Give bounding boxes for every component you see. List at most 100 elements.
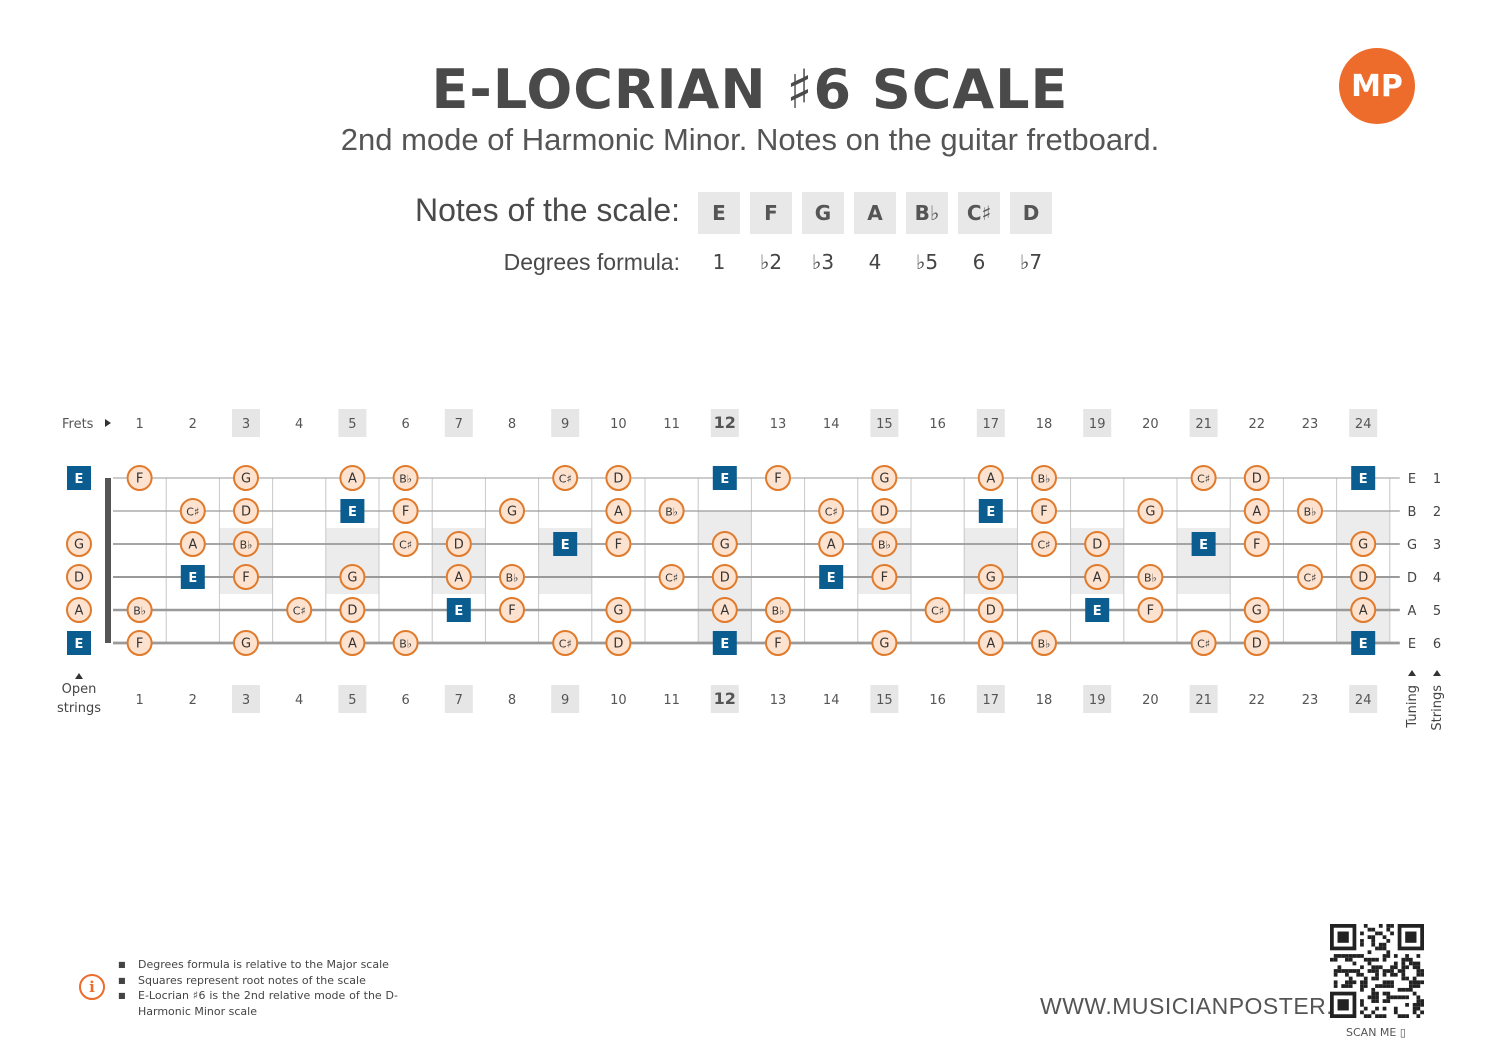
scale-note-marker bbox=[605, 630, 632, 656]
scale-note-marker bbox=[1243, 498, 1270, 524]
root-note-marker bbox=[1351, 466, 1376, 490]
qr-module bbox=[1393, 1006, 1398, 1011]
qr-module bbox=[1386, 991, 1391, 996]
qr-module bbox=[1416, 1006, 1421, 1011]
scale-note-label: D bbox=[74, 571, 84, 586]
qr-module bbox=[1378, 1014, 1383, 1018]
qr-module bbox=[1363, 980, 1368, 985]
scale-note-label: G bbox=[1358, 538, 1368, 553]
qr-module bbox=[1386, 939, 1391, 943]
qr-module bbox=[1371, 1010, 1376, 1015]
scale-note: E bbox=[698, 192, 740, 234]
qr-module bbox=[1363, 976, 1368, 981]
root-note-label: E bbox=[720, 637, 729, 652]
fret-number-highlight bbox=[1349, 685, 1378, 713]
qr-module bbox=[1401, 987, 1406, 992]
qr-module bbox=[1393, 995, 1398, 1000]
qr-module bbox=[1352, 980, 1357, 985]
qr-module bbox=[1412, 1002, 1417, 1007]
qr-module bbox=[1348, 954, 1353, 958]
qr-module bbox=[1401, 995, 1406, 1000]
scale-note-marker bbox=[1137, 597, 1164, 623]
qr-module bbox=[1401, 965, 1406, 970]
scale-note-label: F bbox=[1040, 505, 1047, 520]
scale-note-marker bbox=[1031, 630, 1057, 656]
fret-number: 3 bbox=[242, 417, 250, 432]
scale-note-marker bbox=[126, 597, 153, 623]
qr-module bbox=[1341, 969, 1346, 973]
scale-degree: 1 bbox=[712, 250, 726, 274]
qr-module bbox=[1397, 987, 1402, 992]
scale-note-marker bbox=[1137, 498, 1164, 524]
fret-number: 11 bbox=[663, 417, 680, 432]
scale-note-label: A bbox=[1252, 505, 1261, 520]
scale-note-marker bbox=[1243, 531, 1270, 557]
qr-code-icon[interactable] bbox=[1330, 924, 1424, 1018]
website-link[interactable]: WWW.MUSICIANPOSTER.COM bbox=[1040, 993, 1389, 1019]
scale-note-label: A bbox=[1359, 604, 1368, 619]
qr-module bbox=[1360, 954, 1364, 958]
phone-icon: ▯ bbox=[1399, 1026, 1406, 1039]
scale-note-marker bbox=[765, 597, 791, 623]
scale-note-label: F bbox=[508, 604, 515, 619]
root-note-marker bbox=[553, 532, 578, 556]
qr-module bbox=[1420, 1002, 1424, 1007]
qr-module bbox=[1386, 924, 1391, 928]
qr-module bbox=[1375, 969, 1379, 973]
scale-note-label: B♭ bbox=[878, 539, 891, 552]
qr-module bbox=[1363, 1014, 1368, 1018]
scale-note-label: A bbox=[827, 538, 836, 553]
fretboard-diagram: 1 2 3 4 5 6 7 8 9 10 11 12 13 14 15 16 17 18 19 20 21 22 23 241… bbox=[57, 409, 1445, 731]
qr-module bbox=[1375, 931, 1379, 936]
scale-note-marker bbox=[392, 630, 419, 656]
qr-module bbox=[1390, 924, 1394, 928]
scale-degrees: 1 ♭2 ♭3 4 ♭5 6 ♭7 bbox=[698, 250, 1052, 274]
scale-note-marker bbox=[1031, 531, 1057, 557]
qr-module bbox=[1386, 954, 1391, 958]
fret-number: 12 bbox=[714, 413, 736, 432]
fret-number: 10 bbox=[610, 417, 627, 432]
qr-module bbox=[1416, 954, 1421, 958]
qr-module bbox=[1345, 980, 1349, 985]
qr-module bbox=[1393, 954, 1398, 958]
scale-note-label: F bbox=[615, 538, 622, 553]
scale-note-marker bbox=[1084, 564, 1111, 590]
scale-note: F bbox=[750, 192, 792, 234]
scale-note-marker bbox=[179, 531, 206, 557]
qr-module bbox=[1375, 991, 1379, 996]
qr-module bbox=[1416, 995, 1421, 1000]
scale-note-marker bbox=[818, 531, 845, 557]
scale-note-marker bbox=[445, 531, 472, 557]
fret-number: 14 bbox=[823, 693, 840, 708]
qr-module bbox=[1371, 991, 1376, 996]
scale-note-label: B♭ bbox=[506, 572, 519, 585]
scale-note: C♯ bbox=[958, 192, 1000, 234]
qr-module bbox=[1382, 972, 1387, 977]
scale-note-marker bbox=[765, 630, 791, 656]
scale-note-label: C♯ bbox=[559, 638, 572, 651]
scale-note-marker bbox=[339, 465, 366, 491]
scale-note-label: G bbox=[74, 538, 84, 553]
qr-module bbox=[1382, 942, 1387, 947]
scale-note-label: D bbox=[879, 505, 889, 520]
qr-module bbox=[1416, 969, 1421, 973]
notes-label: Notes of the scale: bbox=[414, 192, 680, 228]
fret-number-highlight bbox=[1083, 685, 1112, 713]
fret-number: 13 bbox=[770, 693, 787, 708]
scale-note-marker bbox=[339, 630, 366, 656]
fret-number: 13 bbox=[770, 417, 787, 432]
qr-module bbox=[1375, 957, 1379, 962]
qr-module bbox=[1408, 987, 1413, 992]
fret-number: 8 bbox=[508, 417, 516, 432]
qr-module bbox=[1333, 980, 1338, 985]
qr-module bbox=[1360, 931, 1364, 936]
fret-number-highlight bbox=[1189, 409, 1218, 437]
scale-note-label: C♯ bbox=[825, 506, 838, 519]
qr-module bbox=[1371, 976, 1376, 981]
scale-note-marker bbox=[818, 498, 845, 524]
scale-note-label: D bbox=[454, 538, 464, 553]
scale-note-marker bbox=[977, 564, 1004, 590]
fret-number: 22 bbox=[1249, 417, 1266, 432]
root-note-marker bbox=[1191, 532, 1216, 556]
brand-logo[interactable]: MP bbox=[1339, 48, 1415, 124]
